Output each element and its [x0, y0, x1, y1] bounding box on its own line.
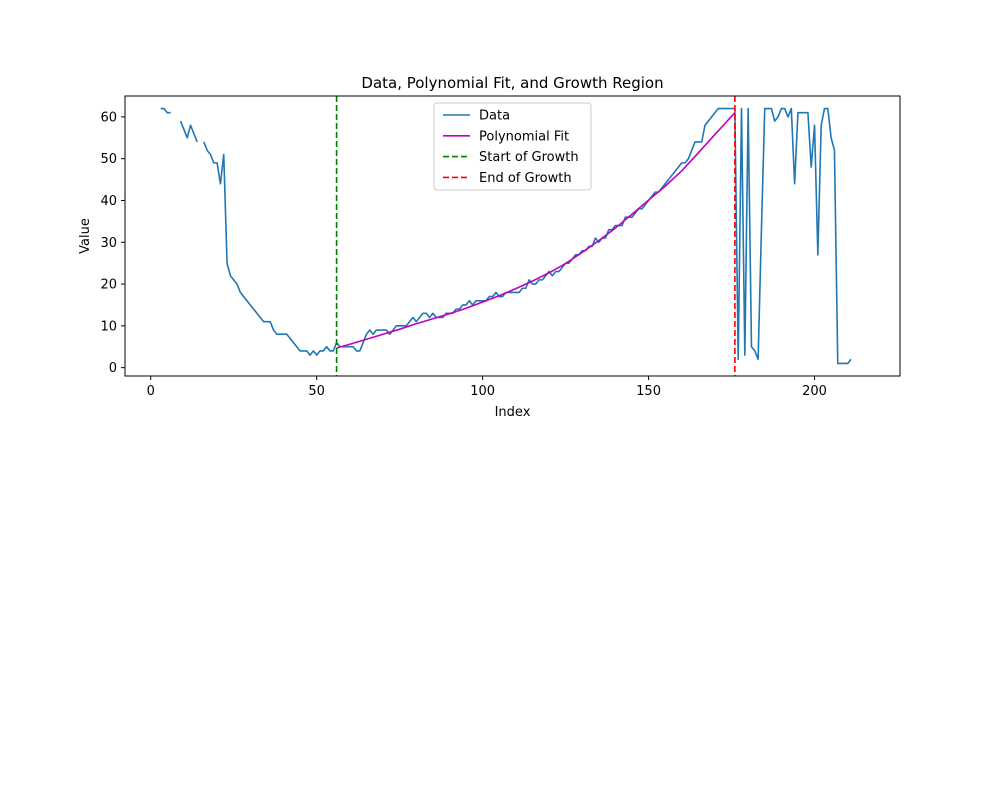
x-tick-label: 150 — [636, 384, 661, 399]
x-axis: 0 50 100 150 200 — [147, 376, 827, 399]
polynomial-fit-series-line — [336, 112, 736, 349]
x-tick-label: 100 — [470, 384, 495, 399]
legend-label-end-of-growth: End of Growth — [479, 171, 572, 186]
y-axis: 0 10 20 30 40 50 60 — [100, 110, 125, 376]
y-tick-label: 30 — [100, 236, 117, 251]
legend: Data Polynomial Fit Start of Growth End of … — [433, 102, 592, 191]
series-layer — [160, 96, 852, 376]
y-tick-label: 40 — [100, 194, 117, 209]
x-tick-label: 50 — [308, 384, 325, 399]
legend-label-start-of-growth: Start of Growth — [479, 150, 579, 165]
x-tick-label: 200 — [802, 384, 827, 399]
legend-label-data: Data — [479, 109, 510, 124]
data-series-line — [160, 107, 171, 114]
y-tick-label: 60 — [100, 110, 117, 125]
x-tick-label: 0 — [147, 384, 155, 399]
legend-frame — [433, 102, 592, 191]
plot-area — [160, 96, 852, 376]
x-axis-label: Index — [495, 405, 531, 420]
y-tick-label: 10 — [100, 319, 117, 334]
y-tick-label: 0 — [109, 361, 117, 376]
y-axis-label: Value — [78, 218, 93, 254]
axes-frame — [124, 95, 901, 377]
legend-label-polynomial-fit: Polynomial Fit — [479, 129, 569, 144]
y-tick-label: 20 — [100, 278, 117, 293]
y-tick-label: 50 — [100, 152, 117, 167]
chart-title: Data, Polynomial Fit, and Growth Region — [361, 74, 663, 92]
data-series-line — [179, 120, 198, 143]
